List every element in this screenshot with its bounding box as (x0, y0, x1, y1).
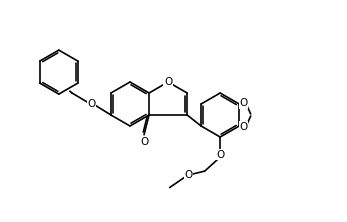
Text: O: O (216, 150, 224, 160)
Text: O: O (88, 99, 96, 109)
Text: O: O (140, 137, 148, 147)
Text: O: O (184, 170, 192, 180)
Text: O: O (239, 98, 248, 108)
Text: O: O (164, 77, 172, 87)
Text: O: O (239, 122, 248, 132)
